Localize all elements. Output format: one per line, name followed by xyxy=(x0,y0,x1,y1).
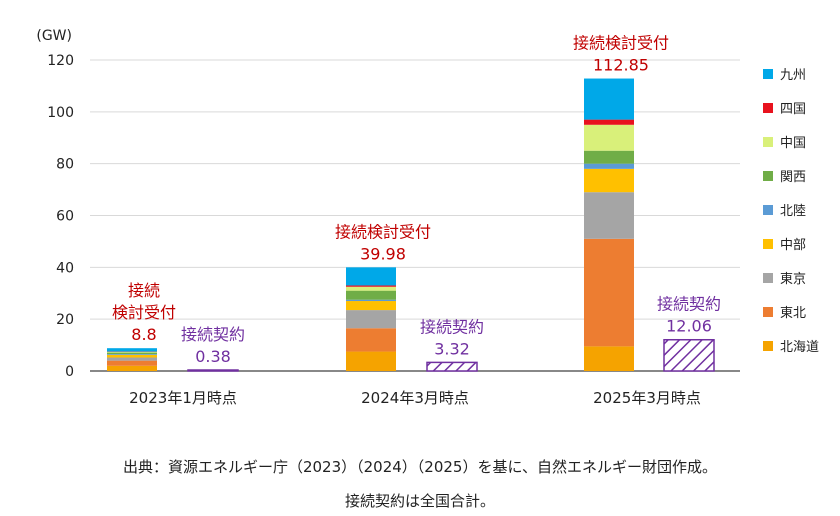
legend-swatch xyxy=(763,239,773,249)
bar-segment xyxy=(346,267,396,286)
y-tick-label: 120 xyxy=(47,53,74,69)
bar-segment xyxy=(346,351,396,371)
bar-segment xyxy=(107,365,157,371)
y-tick-label: 80 xyxy=(56,157,74,173)
legend-entry: 北海道 xyxy=(780,340,819,355)
contract-bar xyxy=(426,361,478,372)
legend-swatch xyxy=(763,273,773,283)
bar-segment xyxy=(584,163,634,169)
bar-segment xyxy=(584,192,634,239)
x-tick-label: 2024年3月時点 xyxy=(361,389,469,407)
legend-swatch xyxy=(763,307,773,317)
bar-segment xyxy=(346,286,396,291)
bar-segment xyxy=(584,346,634,371)
bar-segment xyxy=(107,352,157,355)
legend-entry: 東京 xyxy=(780,271,806,287)
y-tick-label: 100 xyxy=(47,105,74,121)
legend-entry: 中部 xyxy=(780,238,806,253)
y-tick-label: 40 xyxy=(56,260,74,276)
x-tick-label: 2023年1月時点 xyxy=(129,389,237,407)
contract-value: 3.32 xyxy=(434,339,470,358)
bar-segment xyxy=(584,119,634,125)
bar-segment xyxy=(346,328,396,352)
bar-segment xyxy=(346,290,396,300)
total-label: 接続検討受付 xyxy=(335,222,431,241)
contract-value: 0.38 xyxy=(195,347,231,366)
contract-bar xyxy=(187,369,239,372)
bar-segment xyxy=(584,238,634,347)
total-label: 接続検討受付 xyxy=(573,34,669,53)
contract-label: 接続契約 xyxy=(657,295,721,314)
bar-segment xyxy=(107,354,157,358)
total-value: 112.85 xyxy=(593,56,649,75)
total-value: 39.98 xyxy=(360,244,406,263)
bar-segment xyxy=(107,351,157,353)
bar-segment xyxy=(584,78,634,120)
legend-swatch xyxy=(763,171,773,181)
total-value: 8.8 xyxy=(131,325,156,344)
contract-note: 接続契約は全国合計。 xyxy=(344,492,495,510)
total-label: 接続 xyxy=(128,281,160,300)
source-note: 出典：資源エネルギー庁（2023）（2024）（2025）を基に、自然エネルギー… xyxy=(122,458,718,476)
y-axis-unit: (GW) xyxy=(36,28,72,44)
contract-label: 接続契約 xyxy=(181,325,245,344)
total-label: 検討受付 xyxy=(112,303,176,322)
legend-entry: 四国 xyxy=(780,102,806,117)
legend-swatch xyxy=(763,341,773,351)
legend-swatch xyxy=(763,103,773,113)
bar-segment xyxy=(107,354,157,355)
bar-segment xyxy=(584,168,634,193)
bar-segment xyxy=(107,360,157,366)
legend-entry: 北陸 xyxy=(780,203,806,219)
contract-value: 12.06 xyxy=(666,317,712,336)
x-tick-label: 2025年3月時点 xyxy=(593,389,701,407)
legend-entry: 関西 xyxy=(780,170,806,185)
bar-segment xyxy=(584,150,634,164)
bar-segment xyxy=(107,348,157,352)
legend-entry: 東北 xyxy=(780,305,806,321)
bar-segment xyxy=(346,299,396,302)
legend-swatch xyxy=(763,69,773,79)
y-tick-label: 60 xyxy=(56,209,74,225)
bar-segment xyxy=(346,310,396,329)
legend-entry: 中国 xyxy=(780,136,806,151)
y-tick-label: 0 xyxy=(65,364,74,380)
y-tick-label: 20 xyxy=(56,312,74,328)
bar-segment xyxy=(346,301,396,311)
bar-segment xyxy=(584,124,634,151)
legend-swatch xyxy=(763,205,773,215)
bar-segment xyxy=(107,357,157,361)
legend-swatch xyxy=(763,137,773,147)
bar-segment xyxy=(346,285,396,287)
contract-bar xyxy=(663,338,715,372)
contract-label: 接続契約 xyxy=(420,317,484,336)
legend-entry: 九州 xyxy=(780,68,806,83)
